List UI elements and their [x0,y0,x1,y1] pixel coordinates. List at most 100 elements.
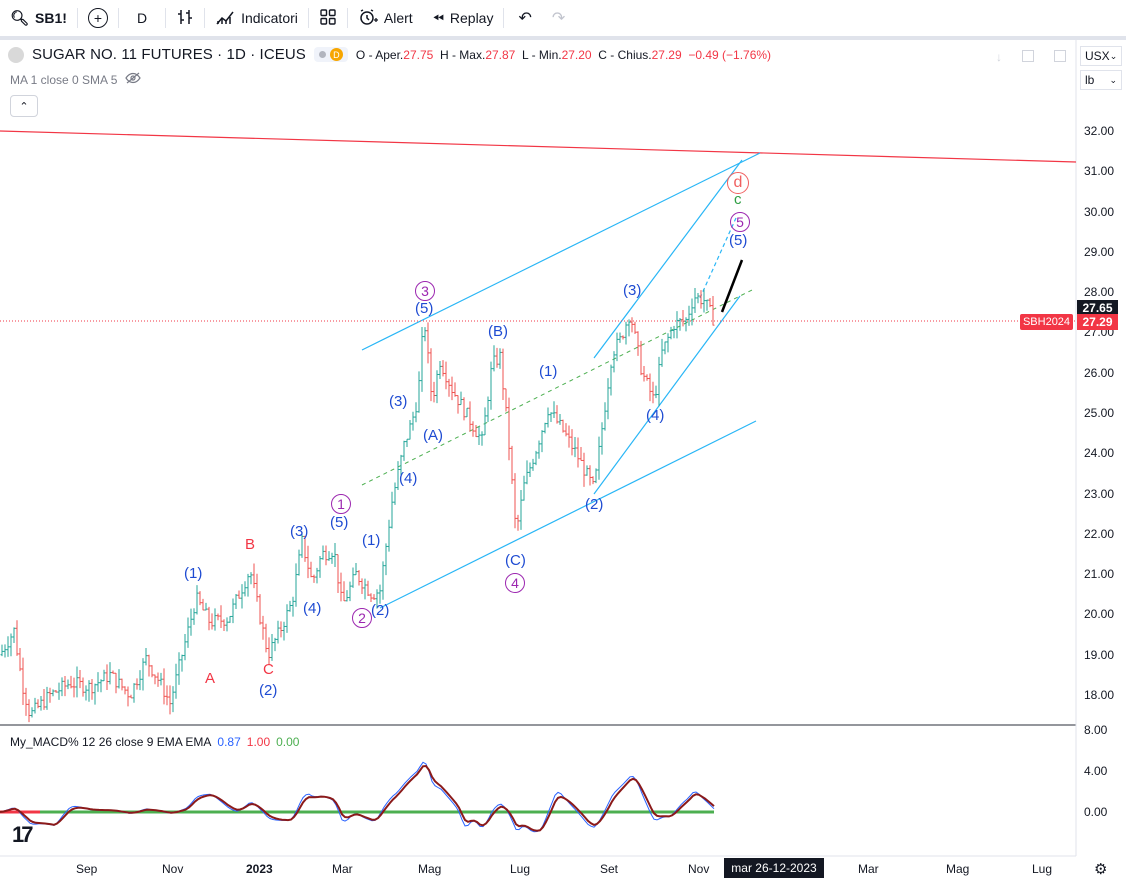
wave-label-circled[interactable]: 4 [505,573,525,593]
currency-select[interactable]: USX ⌄ [1080,46,1122,66]
price-bar [480,431,484,446]
wave-label[interactable]: A [205,670,216,687]
wave-label[interactable]: B [245,536,256,553]
price-bar [642,366,646,382]
wave-label[interactable]: c [734,191,742,208]
price-bar [591,476,595,485]
macd-value-1: 0.87 [217,735,241,749]
settings-gear-icon[interactable]: ⚙ [1094,861,1108,878]
price-bar [12,627,16,644]
wave-label[interactable]: (A) [423,427,443,444]
wave-label[interactable]: (1) [184,565,203,582]
price-bar [474,425,478,438]
price-bar [204,602,208,611]
wave-label-circled[interactable]: 1 [331,494,351,514]
price-bar [135,678,139,690]
green-dashed-trendline[interactable] [361,289,753,486]
symbol-search-button[interactable]: 🔍︎ SB1! [0,0,77,36]
compare-symbol-button[interactable]: + [78,0,118,36]
price-bar [195,585,199,615]
wave-label[interactable]: (4) [303,600,322,617]
price-tick-label: 24.00 [1084,446,1115,461]
unit-select[interactable]: lb ⌄ [1080,70,1122,90]
inner-channel-lower[interactable] [593,295,741,495]
price-bar [309,561,313,578]
wave-label[interactable]: (1) [539,363,558,380]
price-bar [537,440,541,459]
indicators-button[interactable]: Indicatori [205,0,308,36]
price-bar [273,637,277,652]
maximize-pane-icon[interactable] [1022,50,1034,62]
black-forecast-arrow[interactable] [720,259,744,313]
status-dot-icon [318,51,326,58]
wave-label[interactable]: (C) [505,552,526,569]
macd-value-2: 1.00 [246,735,271,749]
arrow-down-icon[interactable]: ↓ [996,50,1002,64]
price-bar [495,347,499,368]
wave-label[interactable]: (5) [330,514,349,531]
ma-legend[interactable]: MA 1 close 0 SMA 5 [10,72,142,87]
wave-label[interactable]: (3) [290,523,309,540]
close-pane-icon[interactable] [1054,50,1066,62]
wave-label[interactable]: (5) [729,232,748,249]
price-bar [624,321,628,345]
redo-button[interactable]: ↷ [546,0,571,36]
wave-label[interactable]: C [263,661,274,678]
top-toolbar: 🔍︎ SB1! + D Indicatori Alert ⏪︎ Replay [0,0,1126,36]
collapse-legend-button[interactable]: ⌃ [10,95,38,117]
replay-button[interactable]: ⏪︎ Replay [423,0,504,36]
wave-label[interactable]: (4) [646,407,665,424]
macd-signal-line [0,761,715,833]
price-bar [399,454,403,475]
lower-channel-line[interactable] [379,420,757,609]
upper-channel-line[interactable] [361,152,761,351]
wave-label-circled[interactable]: 2 [352,608,372,628]
wave-label-circled[interactable]: 3 [415,281,435,301]
wave-label[interactable]: (2) [371,602,390,619]
time-axis[interactable]: Sep Nov 2023 Mar Mag Lug Set Nov Mar Mag… [0,856,1126,885]
price-bar [246,573,250,597]
projection-dashed-line[interactable] [699,217,737,299]
crosshair-date-badge: mar 26-12-2023 [724,858,824,878]
wave-label[interactable]: (3) [389,393,408,410]
market-status-box[interactable]: D [313,47,348,62]
macd-legend[interactable]: My_MACD% 12 26 close 9 EMA EMA 0.87 1.00… [10,735,299,749]
inner-channel-upper[interactable] [593,159,743,359]
interval-button[interactable]: D [119,0,165,36]
price-bar [156,672,160,687]
price-bar [645,374,649,381]
price-bar [438,360,442,380]
wave-label[interactable]: (3) [623,282,642,299]
wave-label-circled[interactable]: 5 [730,212,750,232]
wave-label-circled[interactable]: d [727,172,749,194]
wave-label[interactable]: (B) [488,323,508,340]
price-bar [348,581,352,602]
wave-label[interactable]: (1) [362,532,381,549]
price-bar [402,440,406,461]
layouts-button[interactable] [309,0,347,36]
price-bar [483,407,487,436]
price-bar [6,636,10,657]
price-bar [663,341,667,355]
price-tick-label: 20.00 [1084,607,1115,622]
price-bar [393,482,397,505]
chart-type-button[interactable] [166,0,204,36]
price-bar [216,613,220,621]
price-badge-top: 27.65 [1077,300,1118,316]
price-bar [594,468,598,484]
wave-label[interactable]: (2) [585,496,604,513]
wave-label[interactable]: (5) [415,300,434,317]
resistance-line[interactable] [0,130,1077,163]
symbol-title[interactable]: SUGAR NO. 11 FUTURES · 1D · ICEUS [32,46,306,63]
wave-label[interactable]: (2) [259,682,278,699]
alert-button[interactable]: Alert [348,0,423,36]
undo-button[interactable]: ↶ [504,0,545,36]
price-bar [522,475,526,501]
wave-label[interactable]: (4) [399,470,418,487]
price-bar [564,423,568,437]
price-bar [192,608,196,625]
price-bar [675,311,679,339]
price-bar [0,644,4,657]
eye-hidden-icon[interactable] [125,72,142,87]
